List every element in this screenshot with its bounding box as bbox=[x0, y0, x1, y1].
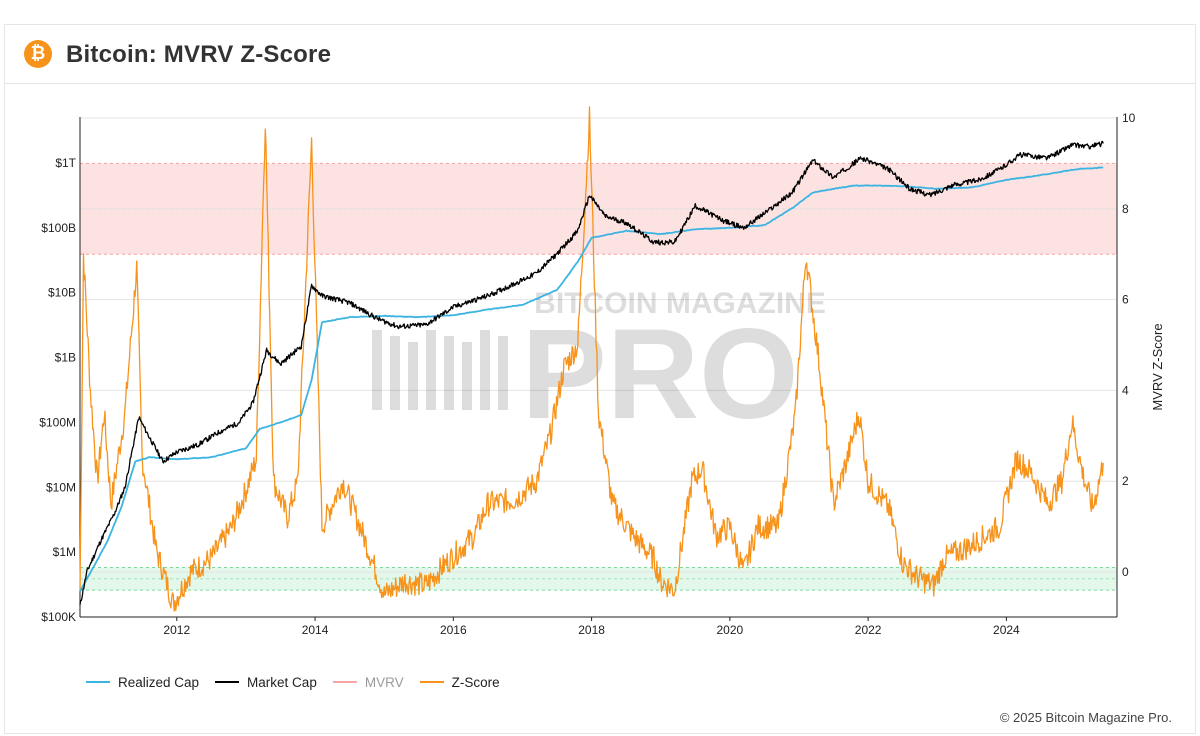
legend-label: Z-Score bbox=[451, 674, 500, 690]
x-axis-tick-label: 2018 bbox=[578, 623, 605, 637]
z-score-line bbox=[79, 106, 1104, 612]
watermark-bar bbox=[480, 330, 490, 410]
x-axis-tick-label: 2012 bbox=[163, 623, 190, 637]
bitcoin-logo-icon: ₿ bbox=[24, 40, 52, 68]
right-axis-title: MVRV Z-Score bbox=[1150, 323, 1165, 410]
legend-label: Realized Cap bbox=[118, 674, 200, 690]
right-axis-tick-label: 8 bbox=[1122, 202, 1129, 216]
legend-item-realized-cap[interactable]: Realized Cap bbox=[86, 675, 199, 690]
left-axis-tick-label: $100M bbox=[39, 415, 76, 429]
chart-card bbox=[4, 24, 1196, 734]
watermark-bar bbox=[444, 336, 454, 410]
chart-header: ₿ Bitcoin: MVRV Z-Score bbox=[4, 24, 1196, 84]
right-axis-tick-label: 10 bbox=[1122, 111, 1136, 125]
watermark-top-text: BITCOIN MAGAZINE bbox=[534, 287, 826, 320]
x-axis-tick-label: 2020 bbox=[717, 623, 744, 637]
realized-cap-line bbox=[79, 166, 1104, 592]
right-axis-tick-label: 4 bbox=[1122, 383, 1129, 397]
legend-item-mvrv[interactable]: MVRV bbox=[332, 674, 404, 690]
chart-legend: Realized Cap Market Cap MVRV Z-Score bbox=[86, 672, 516, 692]
watermark-bar bbox=[426, 330, 436, 410]
copyright-text: © 2025 Bitcoin Magazine Pro. bbox=[999, 710, 1172, 725]
right-axis-tick-label: 2 bbox=[1122, 474, 1129, 488]
watermark-bar bbox=[498, 336, 508, 410]
legend-item-market-cap[interactable]: Market Cap bbox=[215, 675, 317, 690]
legend-label: Market Cap bbox=[247, 674, 317, 690]
legend-swatch bbox=[332, 681, 357, 683]
page-title: Bitcoin: MVRV Z-Score bbox=[66, 41, 332, 68]
market-cap-line bbox=[79, 140, 1104, 605]
watermark-bar bbox=[372, 330, 382, 410]
x-axis-tick-label: 2024 bbox=[993, 623, 1020, 637]
left-axis-tick-label: $1T bbox=[55, 156, 76, 170]
left-axis-tick-label: $10M bbox=[46, 480, 76, 494]
x-axis-tick-label: 2022 bbox=[855, 623, 882, 637]
watermark-bar bbox=[390, 336, 400, 410]
legend-label: MVRV bbox=[364, 674, 404, 690]
legend-swatch bbox=[419, 681, 444, 683]
left-axis-tick-label: $100K bbox=[41, 610, 76, 624]
left-axis-tick-label: $1M bbox=[53, 545, 76, 559]
legend-swatch bbox=[215, 681, 240, 683]
right-axis-tick-label: 6 bbox=[1122, 293, 1129, 307]
left-axis-tick-label: $10B bbox=[48, 286, 76, 300]
watermark-bar bbox=[408, 342, 418, 410]
right-axis-tick-label: 0 bbox=[1122, 565, 1129, 579]
watermark-pro-text: PRO bbox=[521, 303, 798, 446]
left-axis-tick-label: $100B bbox=[41, 221, 76, 235]
x-axis-tick-label: 2016 bbox=[440, 623, 467, 637]
left-axis-tick-label: $1B bbox=[55, 351, 76, 365]
x-axis-tick-label: 2014 bbox=[302, 623, 329, 637]
legend-swatch bbox=[86, 681, 110, 683]
watermark-bar bbox=[462, 342, 472, 410]
legend-item-z-score[interactable]: Z-Score bbox=[419, 674, 500, 690]
